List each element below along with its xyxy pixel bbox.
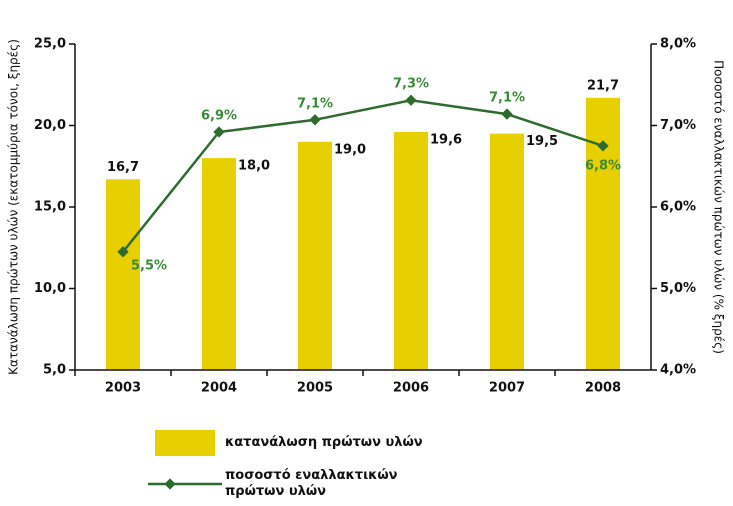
y2-tick-label: 6,0% xyxy=(660,200,696,215)
line-value-label: 7,1% xyxy=(297,96,333,111)
bar xyxy=(586,97,620,370)
line-value-label: 6,9% xyxy=(201,109,237,124)
x-tick-label: 2003 xyxy=(105,381,141,396)
x-tick-label: 2006 xyxy=(393,381,429,396)
legend-marker xyxy=(164,478,176,490)
x-tick-label: 2004 xyxy=(201,381,237,396)
y2-tick-label: 5,0% xyxy=(660,281,696,296)
bar-value-label: 16,7 xyxy=(107,160,139,175)
bar xyxy=(394,132,428,370)
y2-tick-label: 8,0% xyxy=(660,37,696,52)
y2-tick-label: 7,0% xyxy=(660,118,696,133)
legend-label: κατανάλωση πρώτων υλών xyxy=(225,435,423,450)
x-tick-label: 2007 xyxy=(489,381,525,396)
bar xyxy=(490,133,524,370)
bar-value-label: 21,7 xyxy=(587,78,619,93)
line-marker xyxy=(405,94,417,106)
line-marker xyxy=(501,108,513,120)
legend-label: ποσοστό εναλλακτικών πρώτων υλών xyxy=(225,468,398,499)
y-tick-label: 25,0 xyxy=(34,37,66,52)
bar-value-label: 19,0 xyxy=(334,142,366,157)
y-tick-label: 15,0 xyxy=(34,200,66,215)
bar xyxy=(106,179,140,370)
bar-value-label: 18,0 xyxy=(238,159,270,174)
line-marker xyxy=(309,114,321,126)
y-tick-label: 10,0 xyxy=(34,281,66,296)
y2-axis-title: Ποσοστό εναλλακτικών πρώτων υλών (% ξηρέ… xyxy=(712,60,726,354)
y-tick-label: 20,0 xyxy=(34,118,66,133)
y-axis-title: Κατανάλωση πρώτων υλών (εκατομμύρια τόνο… xyxy=(7,39,21,375)
line-value-label: 6,8% xyxy=(585,158,621,173)
bar xyxy=(298,141,332,370)
line xyxy=(122,98,604,253)
line-marker xyxy=(597,140,609,152)
x-tick-label: 2008 xyxy=(585,381,621,396)
line-value-label: 5,5% xyxy=(131,258,167,273)
bar xyxy=(202,158,236,370)
y-tick-label: 5,0 xyxy=(43,363,66,378)
y2-tick-label: 4,0% xyxy=(660,363,696,378)
line-value-label: 7,1% xyxy=(489,91,525,106)
x-tick-label: 2005 xyxy=(297,381,333,396)
bar-value-label: 19,6 xyxy=(430,133,462,148)
line-marker xyxy=(213,126,225,138)
legend-swatch xyxy=(155,430,215,456)
bar-value-label: 19,5 xyxy=(526,134,558,149)
line-value-label: 7,3% xyxy=(393,77,429,92)
